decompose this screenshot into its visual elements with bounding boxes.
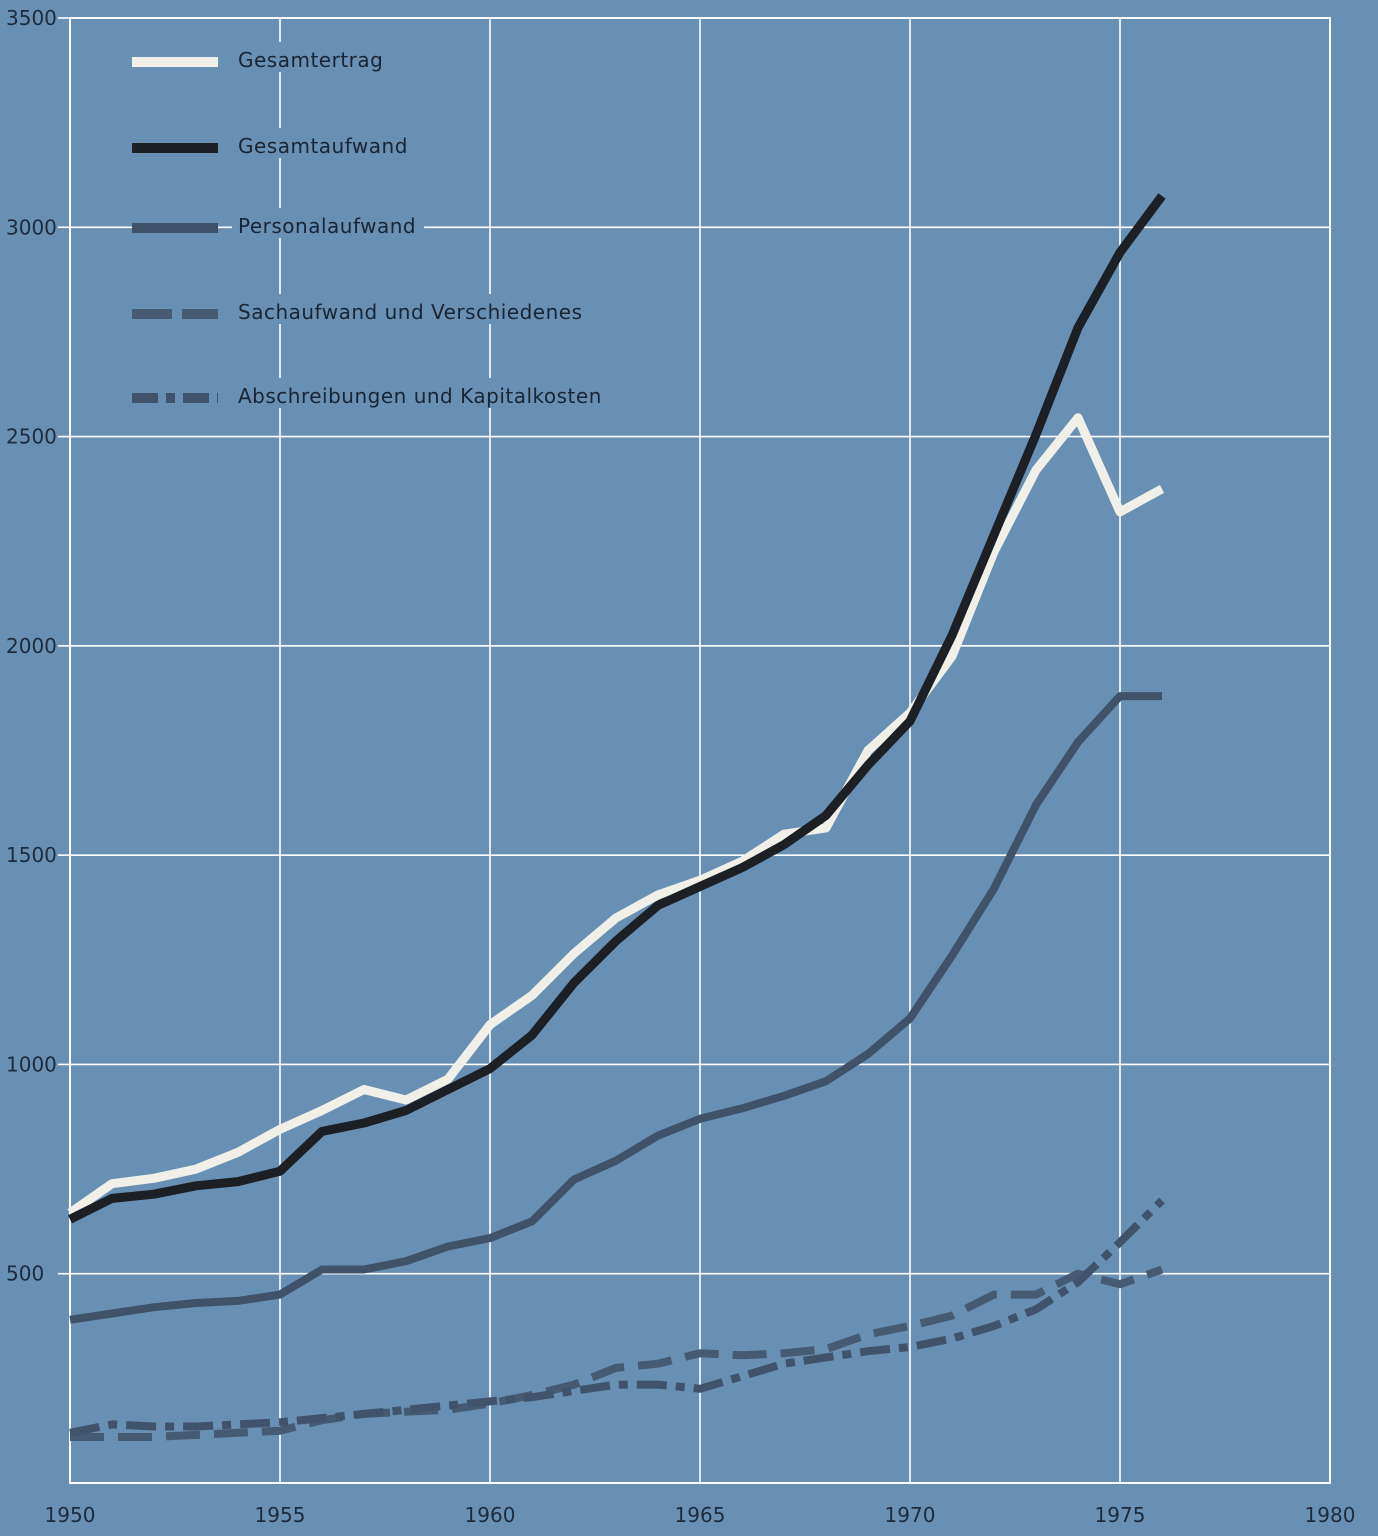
legend-label-backdrop — [232, 128, 416, 158]
x-tick-label: 1970 — [885, 1503, 936, 1527]
legend-label-backdrop — [232, 42, 391, 72]
series-line-gesamtaufwand — [67, 193, 1166, 1224]
legend-label-backdrop — [232, 294, 591, 324]
y-tick-label: 3500 — [6, 6, 57, 30]
series-line-sachaufwand-und-verschiedenes — [70, 1265, 1164, 1441]
y-axis-ticks: 500 1000 1500 2000 2500 3000 3500 — [6, 6, 57, 1286]
legend-label: Personalaufwand — [238, 214, 416, 238]
x-tick-label: 1980 — [1305, 1503, 1356, 1527]
legend-label: Abschreibungen und Kapitalkosten — [238, 384, 602, 408]
legend: Gesamtertrag Gesamtaufwand Personalaufwand… — [132, 42, 610, 408]
legend-label: Gesamtertrag — [238, 48, 383, 72]
series-line-gesamtertrag — [67, 413, 1165, 1217]
y-tick-label: 1000 — [6, 1052, 57, 1076]
y-tick-label: 1500 — [6, 843, 57, 867]
x-tick-label: 1950 — [45, 1503, 96, 1527]
legend-label-backdrop — [232, 208, 424, 238]
x-axis-ticks: 1950 1955 1960 1965 1970 1975 1980 — [45, 1503, 1356, 1527]
series-line-abschreibungen-und-kapitalkosten — [69, 1197, 1165, 1437]
y-tick-label: 2000 — [6, 634, 57, 658]
y-tick-label: 500 — [6, 1262, 44, 1286]
x-tick-label: 1955 — [255, 1503, 306, 1527]
legend-label-backdrop — [232, 378, 610, 408]
x-tick-label: 1965 — [675, 1503, 726, 1527]
legend-label: Gesamtaufwand — [238, 134, 408, 158]
y-tick-label: 3000 — [6, 215, 57, 239]
legend-label: Sachaufwand und Verschiedenes — [238, 300, 583, 324]
y-tick-label: 2500 — [6, 425, 57, 449]
x-tick-label: 1960 — [465, 1503, 516, 1527]
series-line-personalaufwand — [69, 692, 1162, 1324]
series-lines — [67, 193, 1166, 1441]
x-tick-label: 1975 — [1095, 1503, 1146, 1527]
